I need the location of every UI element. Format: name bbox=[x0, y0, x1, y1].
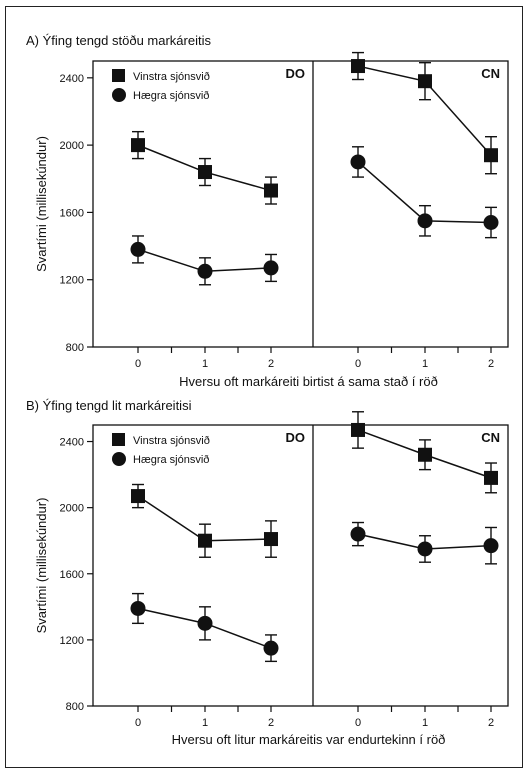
x-tick-label: 2 bbox=[268, 717, 274, 729]
legend-square-marker bbox=[112, 433, 125, 446]
y-tick-label: 1600 bbox=[60, 207, 84, 219]
x-tick-label: 1 bbox=[202, 717, 208, 729]
legend-circle-marker bbox=[112, 88, 126, 102]
series-circle bbox=[350, 146, 499, 239]
legend-item: Vinstra sjónsvið bbox=[133, 71, 210, 83]
data-point-circle bbox=[483, 215, 499, 231]
y-tick-label: 2400 bbox=[60, 73, 84, 85]
figure-b-title: B) Ýfing tengd lit markáreitisi bbox=[26, 398, 192, 413]
y-tick-label: 2400 bbox=[60, 437, 84, 449]
series-square bbox=[131, 483, 278, 558]
legend: Vinstra sjónsvið Hægra sjónsvið bbox=[112, 69, 210, 102]
data-point-square bbox=[264, 183, 278, 198]
panel-cn: 0 1 2 CN bbox=[350, 411, 500, 729]
data-point-square bbox=[484, 470, 498, 485]
x-tick-label: 1 bbox=[422, 358, 428, 370]
legend-circle-marker bbox=[112, 452, 126, 466]
y-tick-label: 2000 bbox=[60, 140, 84, 152]
data-point-circle bbox=[263, 260, 279, 276]
figure-frame bbox=[5, 6, 523, 768]
x-tick-label: 0 bbox=[355, 358, 361, 370]
data-point-square bbox=[351, 59, 365, 74]
data-point-circle bbox=[263, 640, 279, 656]
data-point-square bbox=[351, 422, 365, 437]
data-point-square bbox=[418, 447, 432, 462]
y-tick-label: 1200 bbox=[60, 635, 84, 647]
data-point-circle bbox=[417, 213, 433, 229]
data-point-circle bbox=[483, 538, 499, 554]
data-point-square bbox=[484, 148, 498, 163]
legend-item: Hægra sjónsvið bbox=[133, 454, 209, 466]
data-point-circle bbox=[197, 615, 213, 631]
data-point-square bbox=[418, 74, 432, 89]
x-axis-title: Hversu oft litur markáreitis var endurte… bbox=[172, 732, 446, 747]
y-axis-title: Svartími (millisekúndur) bbox=[34, 136, 49, 272]
data-point-square bbox=[198, 165, 212, 180]
y-tick-label: 1600 bbox=[60, 569, 84, 581]
figure-a-title: A) Ýfing tengd stöðu markáreitis bbox=[26, 33, 211, 48]
y-tick-label: 1200 bbox=[60, 275, 84, 287]
series-square bbox=[351, 51, 498, 175]
data-point-square bbox=[131, 138, 145, 153]
panel-label: CN bbox=[481, 66, 500, 81]
panel-label: CN bbox=[481, 430, 500, 445]
legend-item: Hægra sjónsvið bbox=[133, 90, 209, 102]
series-square bbox=[351, 411, 498, 494]
data-point-circle bbox=[130, 241, 146, 257]
panel-cn: 0 1 2 CN bbox=[350, 51, 500, 370]
x-axis-title: Hversu oft markáreiti birtist á sama sta… bbox=[179, 374, 438, 389]
series-circle bbox=[350, 521, 499, 565]
x-tick-label: 2 bbox=[488, 717, 494, 729]
x-tick-label: 1 bbox=[202, 358, 208, 370]
y-tick-label: 2000 bbox=[60, 503, 84, 515]
data-point-square bbox=[264, 532, 278, 547]
x-tick-label: 0 bbox=[355, 717, 361, 729]
x-tick-label: 2 bbox=[488, 358, 494, 370]
legend: Vinstra sjónsvið Hægra sjónsvið bbox=[112, 433, 210, 466]
data-point-square bbox=[131, 489, 145, 504]
data-point-circle bbox=[197, 263, 213, 279]
legend-square-marker bbox=[112, 69, 125, 82]
data-point-circle bbox=[417, 541, 433, 557]
panel-label: DO bbox=[286, 430, 306, 445]
y-tick-label: 800 bbox=[66, 342, 84, 354]
data-point-circle bbox=[350, 526, 366, 542]
x-tick-label: 1 bbox=[422, 717, 428, 729]
series-circle bbox=[130, 235, 279, 286]
y-tick-label: 800 bbox=[66, 701, 84, 713]
x-tick-label: 2 bbox=[268, 358, 274, 370]
data-point-circle bbox=[130, 600, 146, 616]
panel-do: 0 1 2 DO bbox=[130, 66, 306, 370]
legend-item: Vinstra sjónsvið bbox=[133, 435, 210, 447]
panel-do: 0 1 2 DO bbox=[130, 430, 306, 729]
data-point-square bbox=[198, 533, 212, 548]
x-tick-label: 0 bbox=[135, 358, 141, 370]
panel-label: DO bbox=[286, 66, 306, 81]
x-tick-label: 0 bbox=[135, 717, 141, 729]
data-point-circle bbox=[350, 154, 366, 170]
plot-area bbox=[92, 60, 509, 348]
series-square bbox=[131, 130, 278, 205]
y-axis-title: Svartími (millisekúndur) bbox=[34, 498, 49, 634]
plot-area bbox=[92, 424, 509, 707]
series-circle bbox=[130, 592, 279, 663]
